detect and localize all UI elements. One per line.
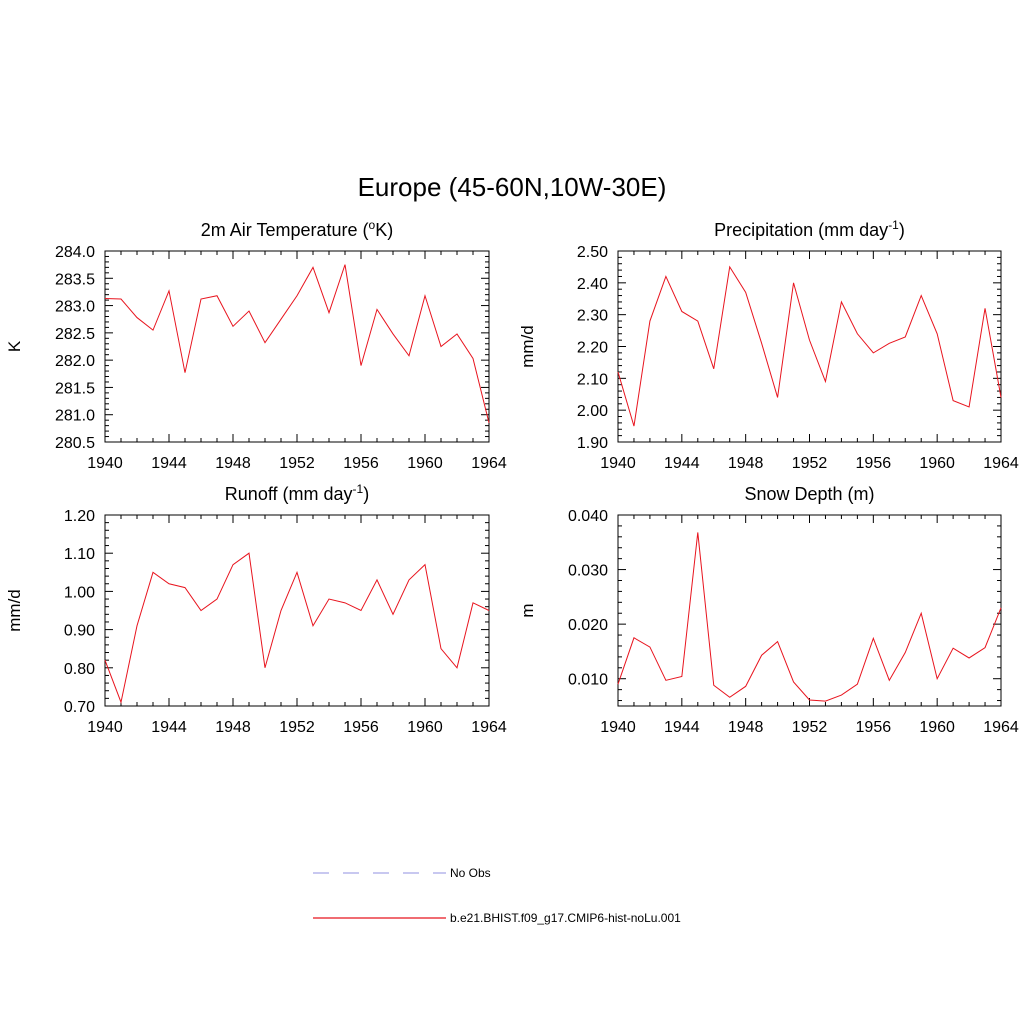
runoff-y-tick-label: 1.10 [64,546,95,563]
snow-depth-title-main: Snow Depth (m) [744,484,874,504]
precipitation-x-tick-label: 1956 [856,455,892,472]
air-temperature-y-tick-label: 281.5 [55,380,95,397]
air-temperature-y-axis-label: K [5,340,24,352]
runoff-x-tick-label: 1948 [215,719,251,736]
snow-depth-x-tick-label: 1948 [728,719,764,736]
snow-depth-x-tick-label: 1956 [856,719,892,736]
precipitation-y-tick-label: 2.20 [577,340,608,357]
panel-runoff: Runoff (mm day-1) mm/d 1940 1944 1948 1952 195… [5,482,507,736]
air-temperature-y-tick-label: 281.0 [55,408,95,425]
precipitation-title-superscript: -1 [888,218,899,232]
air-temperature-x-tick-label: 1952 [279,455,315,472]
air-temperature-y-tick-label: 282.0 [55,353,95,370]
snow-depth-y-tick-label: 0.020 [568,617,608,634]
precipitation-x-tick-label: 1948 [728,455,764,472]
air-temperature-series-line [104,264,490,424]
precipitation-x-tick-label: 1960 [919,455,955,472]
runoff-title-main: Runoff (mm day [225,484,353,504]
precipitation-series-line [617,265,1002,427]
air-temperature-x-tick-label: 1964 [471,455,507,472]
precipitation-x-tick-label: 1940 [600,455,636,472]
snow-depth-x-tick-label: 1960 [919,719,955,736]
runoff-y-tick-label: 1.00 [64,584,95,601]
precipitation-y-tick-label: 2.50 [577,244,608,261]
runoff-y-axis-label: mm/d [5,589,24,632]
air-temperature-x-tick-label: 1940 [87,455,123,472]
runoff-y-tick-label: 0.80 [64,661,95,678]
runoff-series-line [104,552,490,704]
figure-title: Europe (45-60N,10W-30E) [358,172,667,202]
runoff-title-end: ) [363,484,369,504]
precipitation-y-tick-label: 1.90 [577,435,608,452]
air-temperature-y-tick-label: 283.5 [55,271,95,288]
snow-depth-y-tick-label: 0.010 [568,672,608,689]
precipitation-x-tick-label: 1952 [792,455,828,472]
air-temperature-panel-title: 2m Air Temperature (oK) [201,218,393,240]
snow-depth-x-tick-label: 1952 [792,719,828,736]
air-temperature-y-tick-label: 283.0 [55,299,95,316]
air-temperature-y-tick-label: 284.0 [55,244,95,261]
snow-depth-x-tick-label: 1944 [664,719,700,736]
air-temperature-x-tick-label: 1944 [151,455,187,472]
runoff-y-tick-label: 0.70 [64,699,95,716]
panel-snow-depth: Snow Depth (m) m 1940 1944 1948 1952 1956 1960 1… [518,484,1019,736]
snow-depth-panel-title: Snow Depth (m) [744,484,874,504]
air-temperature-plot-frame [104,250,490,443]
runoff-title-superscript: -1 [353,482,364,496]
runoff-x-tick-label: 1956 [343,719,379,736]
precipitation-y-tick-label: 2.10 [577,371,608,388]
precipitation-x-tick-label: 1964 [983,455,1019,472]
snow-depth-y-axis-label: m [518,603,537,617]
precipitation-plot-frame [617,250,1002,443]
legend-label-model: b.e21.BHIST.f09_g17.CMIP6-hist-noLu.001 [450,911,681,925]
air-temperature-x-tick-label: 1960 [407,455,443,472]
precipitation-title-main: Precipitation (mm day [714,220,888,240]
precipitation-y-tick-label: 2.00 [577,403,608,420]
runoff-plot-frame [104,514,490,707]
air-temperature-title-end: K) [375,220,393,240]
precipitation-x-tick-label: 1944 [664,455,700,472]
legend: No Obs b.e21.BHIST.f09_g17.CMIP6-hist-no… [313,866,681,925]
snow-depth-x-tick-label: 1940 [600,719,636,736]
air-temperature-title-main: 2m Air Temperature ( [201,220,369,240]
snow-depth-y-tick-label: 0.040 [568,508,608,525]
runoff-y-tick-label: 1.20 [64,508,95,525]
runoff-x-tick-label: 1952 [279,719,315,736]
precipitation-y-tick-label: 2.30 [577,308,608,325]
snow-depth-series-line [617,532,1002,702]
legend-label-obs: No Obs [450,866,491,880]
panel-air-temperature: 2m Air Temperature (oK) K 1940 1944 1948 1952… [5,218,507,472]
precipitation-y-tick-label: 2.40 [577,276,608,293]
air-temperature-y-tick-label: 282.5 [55,326,95,343]
runoff-x-tick-label: 1944 [151,719,187,736]
runoff-x-tick-label: 1960 [407,719,443,736]
runoff-x-tick-label: 1964 [471,719,507,736]
runoff-panel-title: Runoff (mm day-1) [225,482,369,504]
air-temperature-x-tick-label: 1956 [343,455,379,472]
precipitation-title-end: ) [899,220,905,240]
precipitation-y-axis-label: mm/d [518,325,537,368]
snow-depth-plot-frame [617,514,1002,707]
precipitation-panel-title: Precipitation (mm day-1) [714,218,905,240]
air-temperature-title-superscript: o [369,218,376,232]
air-temperature-x-tick-label: 1948 [215,455,251,472]
snow-depth-y-tick-label: 0.030 [568,563,608,580]
runoff-x-tick-label: 1940 [87,719,123,736]
panel-precipitation: Precipitation (mm day-1) mm/d 1940 1944 1948… [518,218,1019,472]
runoff-y-tick-label: 0.90 [64,623,95,640]
air-temperature-y-tick-label: 280.5 [55,435,95,452]
snow-depth-x-tick-label: 1964 [983,719,1019,736]
